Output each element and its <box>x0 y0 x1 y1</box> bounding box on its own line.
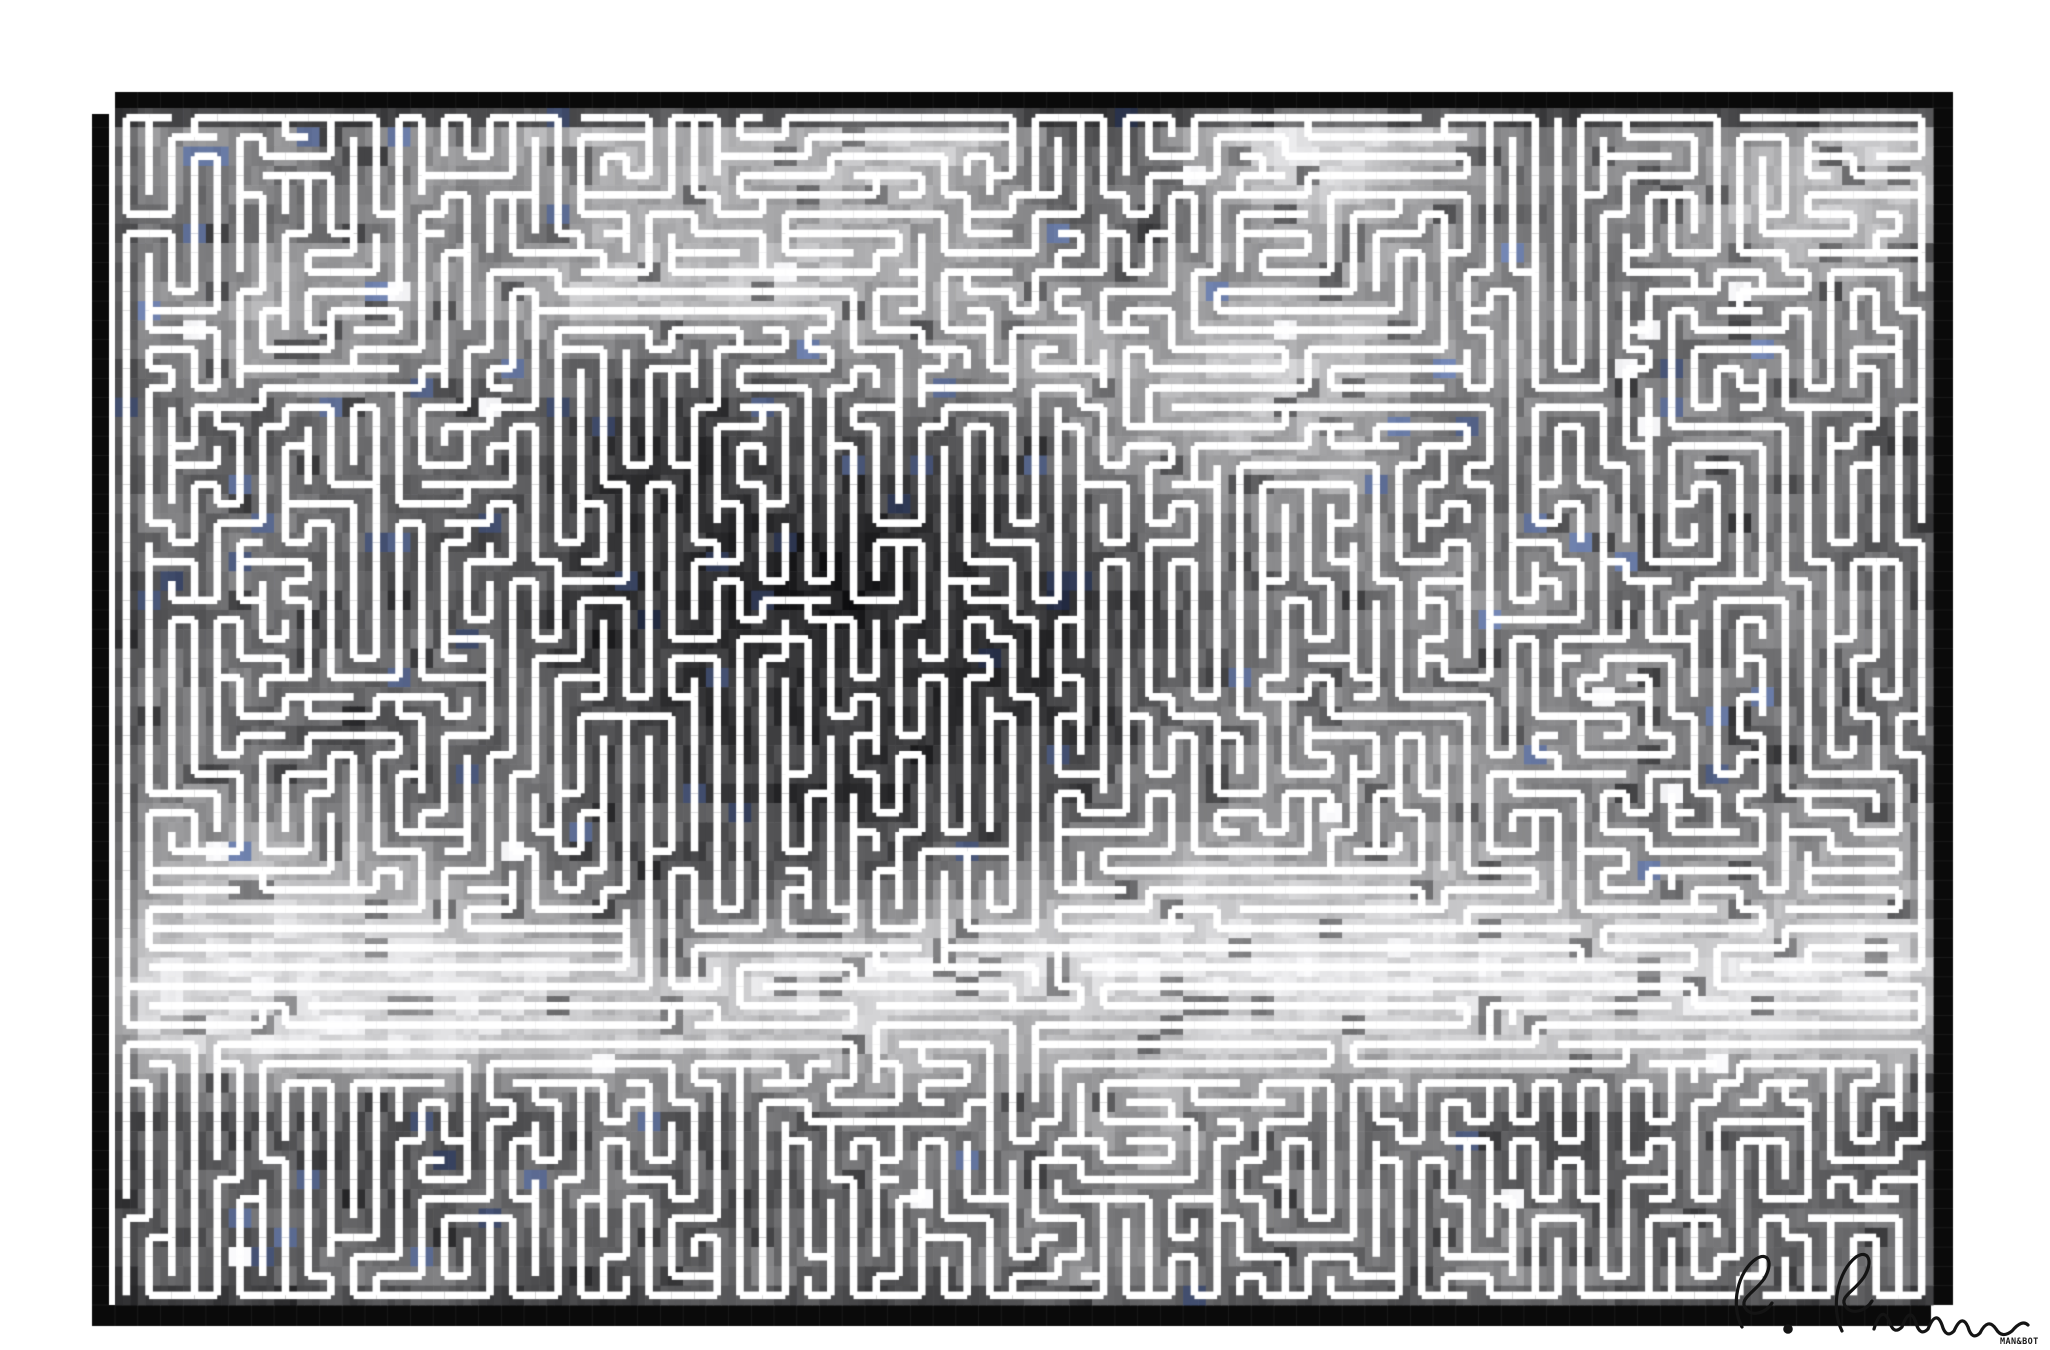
watermark-text: MAN&BOT <box>2000 1337 2039 1347</box>
